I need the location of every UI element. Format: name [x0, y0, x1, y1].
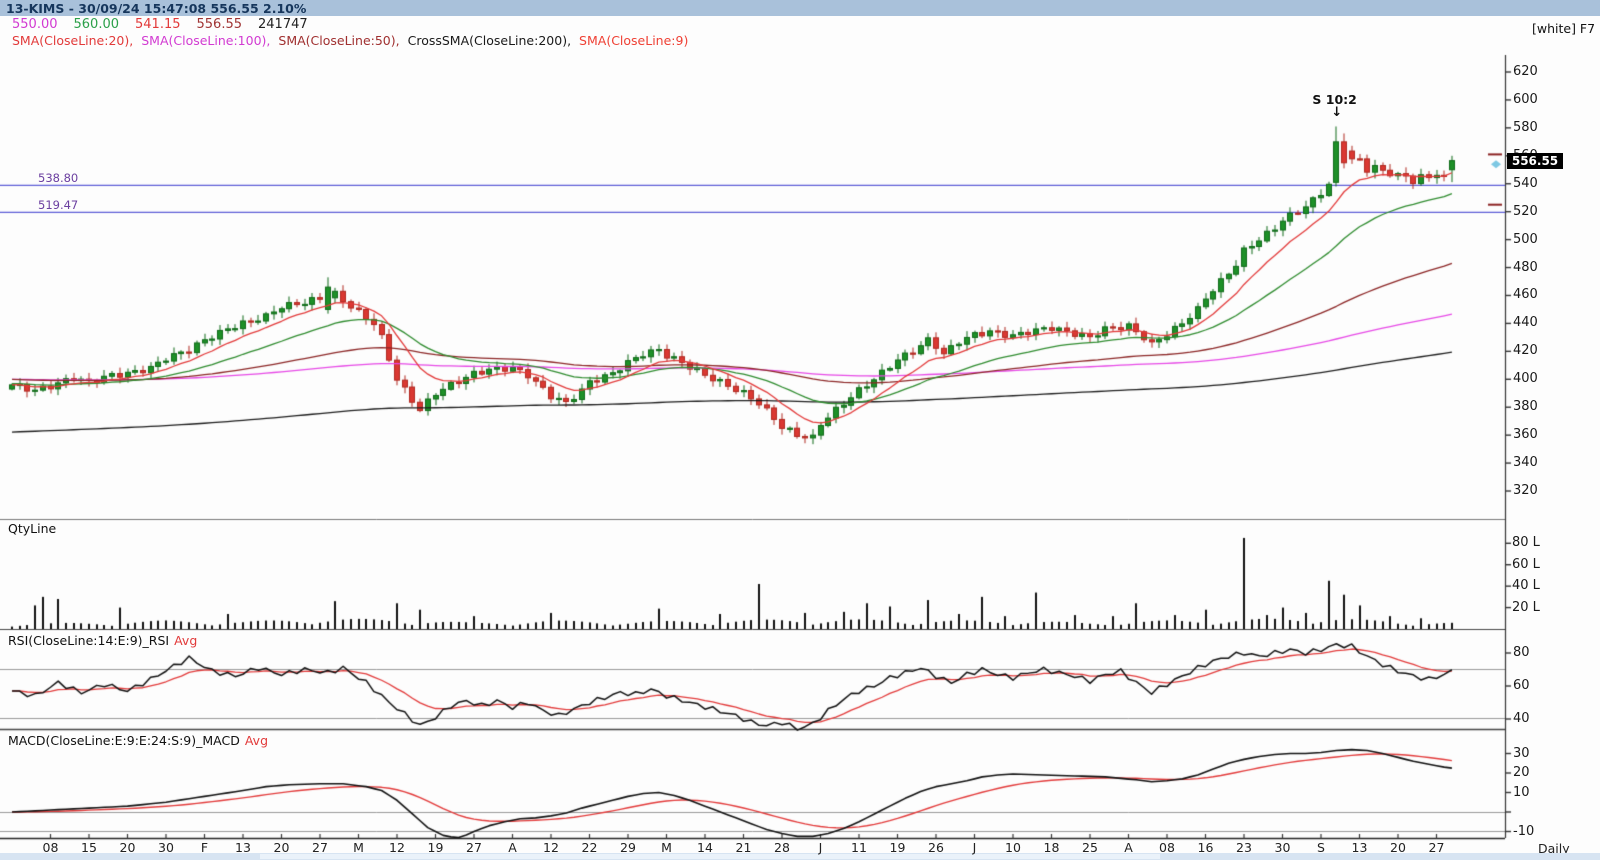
price-axis-label: 360: [1513, 427, 1538, 443]
date-label: 13: [235, 840, 251, 855]
indicator-legend: SMA(CloseLine:20), SMA(CloseLine:100), S…: [12, 33, 688, 48]
macd-axis-label: 20: [1513, 765, 1530, 780]
volume-axis-label: 60 L: [1512, 556, 1540, 572]
rsi-panel-label[interactable]: RSI(CloseLine:14:E:9)_RSI Avg: [8, 633, 197, 648]
date-label: 21: [735, 840, 752, 855]
price-axis-label: 320: [1513, 483, 1538, 498]
macd-axis-label: 30: [1513, 745, 1530, 761]
date-label: 22: [581, 840, 598, 855]
price-axis-label: 500: [1513, 231, 1538, 247]
legend-sma100[interactable]: SMA(CloseLine:100),: [141, 33, 271, 48]
rsi-label-text: RSI(CloseLine:14:E:9)_RSI: [8, 633, 170, 648]
rsi-avg-label: Avg: [174, 633, 198, 648]
last-price-badge: 556.55: [1507, 152, 1563, 169]
date-label: A: [508, 840, 517, 855]
price-axis-label: 340: [1513, 455, 1538, 471]
volume-value: 241747: [258, 17, 308, 32]
date-label: 12: [543, 840, 559, 855]
price-axis-label: 580: [1513, 119, 1538, 135]
date-label: 25: [1082, 840, 1098, 855]
date-label: 11: [851, 840, 867, 855]
macd-axis-label: 10: [1513, 784, 1530, 800]
volume-axis-label: 20 L: [1512, 599, 1540, 615]
chart-mode-indicator: [white] F7: [1532, 21, 1596, 36]
date-label: 20: [273, 840, 290, 855]
resistance-line-label: 538.80: [38, 171, 79, 186]
signal-annotation: S 10:2: [1312, 92, 1357, 107]
date-label: M: [353, 840, 364, 855]
horizontal-scrollbar[interactable]: [0, 853, 1600, 860]
qtyline-panel-label[interactable]: QtyLine: [8, 521, 57, 536]
volume-axis-label: 80 L: [1512, 535, 1540, 551]
date-label: 19: [889, 840, 906, 855]
date-label: 16: [1197, 840, 1214, 855]
volume-axis-label: 40 L: [1512, 578, 1540, 594]
date-label: 30: [1274, 840, 1291, 855]
date-label: 20: [119, 840, 136, 855]
high-value: 560.00: [73, 17, 120, 32]
price-axis-label: 400: [1513, 371, 1538, 387]
price-axis-label: 440: [1513, 315, 1538, 331]
price-axis-label: 600: [1513, 91, 1538, 107]
date-label: 29: [620, 840, 636, 855]
date-label: 10: [1005, 840, 1021, 855]
date-label: 18: [1043, 840, 1060, 855]
legend-sma50[interactable]: SMA(CloseLine:50),: [278, 33, 400, 48]
scrollbar-thumb[interactable]: [260, 854, 1160, 859]
date-label: M: [661, 840, 672, 855]
legend-sma9[interactable]: SMA(CloseLine:9): [579, 33, 689, 48]
date-label: 27: [466, 840, 482, 855]
price-axis-label: 480: [1513, 259, 1538, 275]
price-axis-label: 620: [1513, 64, 1538, 79]
date-label: 26: [928, 840, 944, 855]
window-titlebar[interactable]: 13-KIMS - 30/09/24 15:47:08 556.55 2.10%: [0, 0, 1600, 16]
date-label: 23: [1236, 840, 1252, 855]
date-label: S: [1317, 840, 1325, 855]
macd-panel-label[interactable]: MACD(CloseLine:E:9:E:24:S:9)_MACD Avg: [8, 733, 268, 748]
date-label: 30: [158, 840, 174, 855]
date-label: 14: [697, 840, 713, 855]
legend-sma20[interactable]: SMA(CloseLine:20),: [12, 33, 134, 48]
rsi-axis-label: 80: [1513, 645, 1530, 660]
date-label: 12: [389, 840, 405, 855]
macd-label-text: MACD(CloseLine:E:9:E:24:S:9)_MACD: [8, 733, 240, 748]
macd-avg-label: Avg: [244, 733, 269, 748]
date-label: J: [818, 840, 823, 855]
price-axis-label: 420: [1513, 343, 1538, 359]
support-line-label: 519.47: [38, 198, 79, 213]
date-label: 13: [1351, 840, 1368, 855]
date-label: 19: [427, 840, 444, 855]
macd-axis-label: -10: [1513, 823, 1535, 839]
close-value: 556.55: [196, 17, 243, 32]
price-axis-label: 460: [1513, 287, 1538, 303]
date-label: J: [972, 840, 977, 855]
down-arrow-icon: ↓: [1331, 105, 1343, 120]
date-label: 08: [1159, 840, 1175, 855]
low-value: 541.15: [135, 17, 181, 32]
window-title: 13-KIMS - 30/09/24 15:47:08 556.55 2.10%: [6, 1, 307, 16]
quote-row: 550.00 560.00 541.15 556.55 241747: [12, 17, 308, 32]
date-label: 08: [42, 840, 59, 855]
price-axis-label: 380: [1513, 399, 1538, 415]
date-label: 27: [312, 840, 328, 855]
date-label: 20: [1390, 840, 1406, 855]
timeframe-label[interactable]: Daily: [1538, 841, 1570, 856]
date-label: 28: [774, 840, 790, 855]
legend-crosssma200[interactable]: CrossSMA(CloseLine:200),: [407, 33, 572, 48]
rsi-axis-label: 40: [1513, 711, 1530, 726]
date-label: 15: [81, 840, 97, 855]
price-axis-label: 520: [1513, 203, 1538, 219]
date-label: A: [1124, 840, 1133, 855]
date-label: 27: [1428, 840, 1445, 855]
open-value: 550.00: [12, 17, 58, 32]
date-label: F: [200, 840, 209, 855]
price-axis-label: 540: [1513, 175, 1538, 191]
rsi-axis-label: 60: [1513, 678, 1530, 693]
